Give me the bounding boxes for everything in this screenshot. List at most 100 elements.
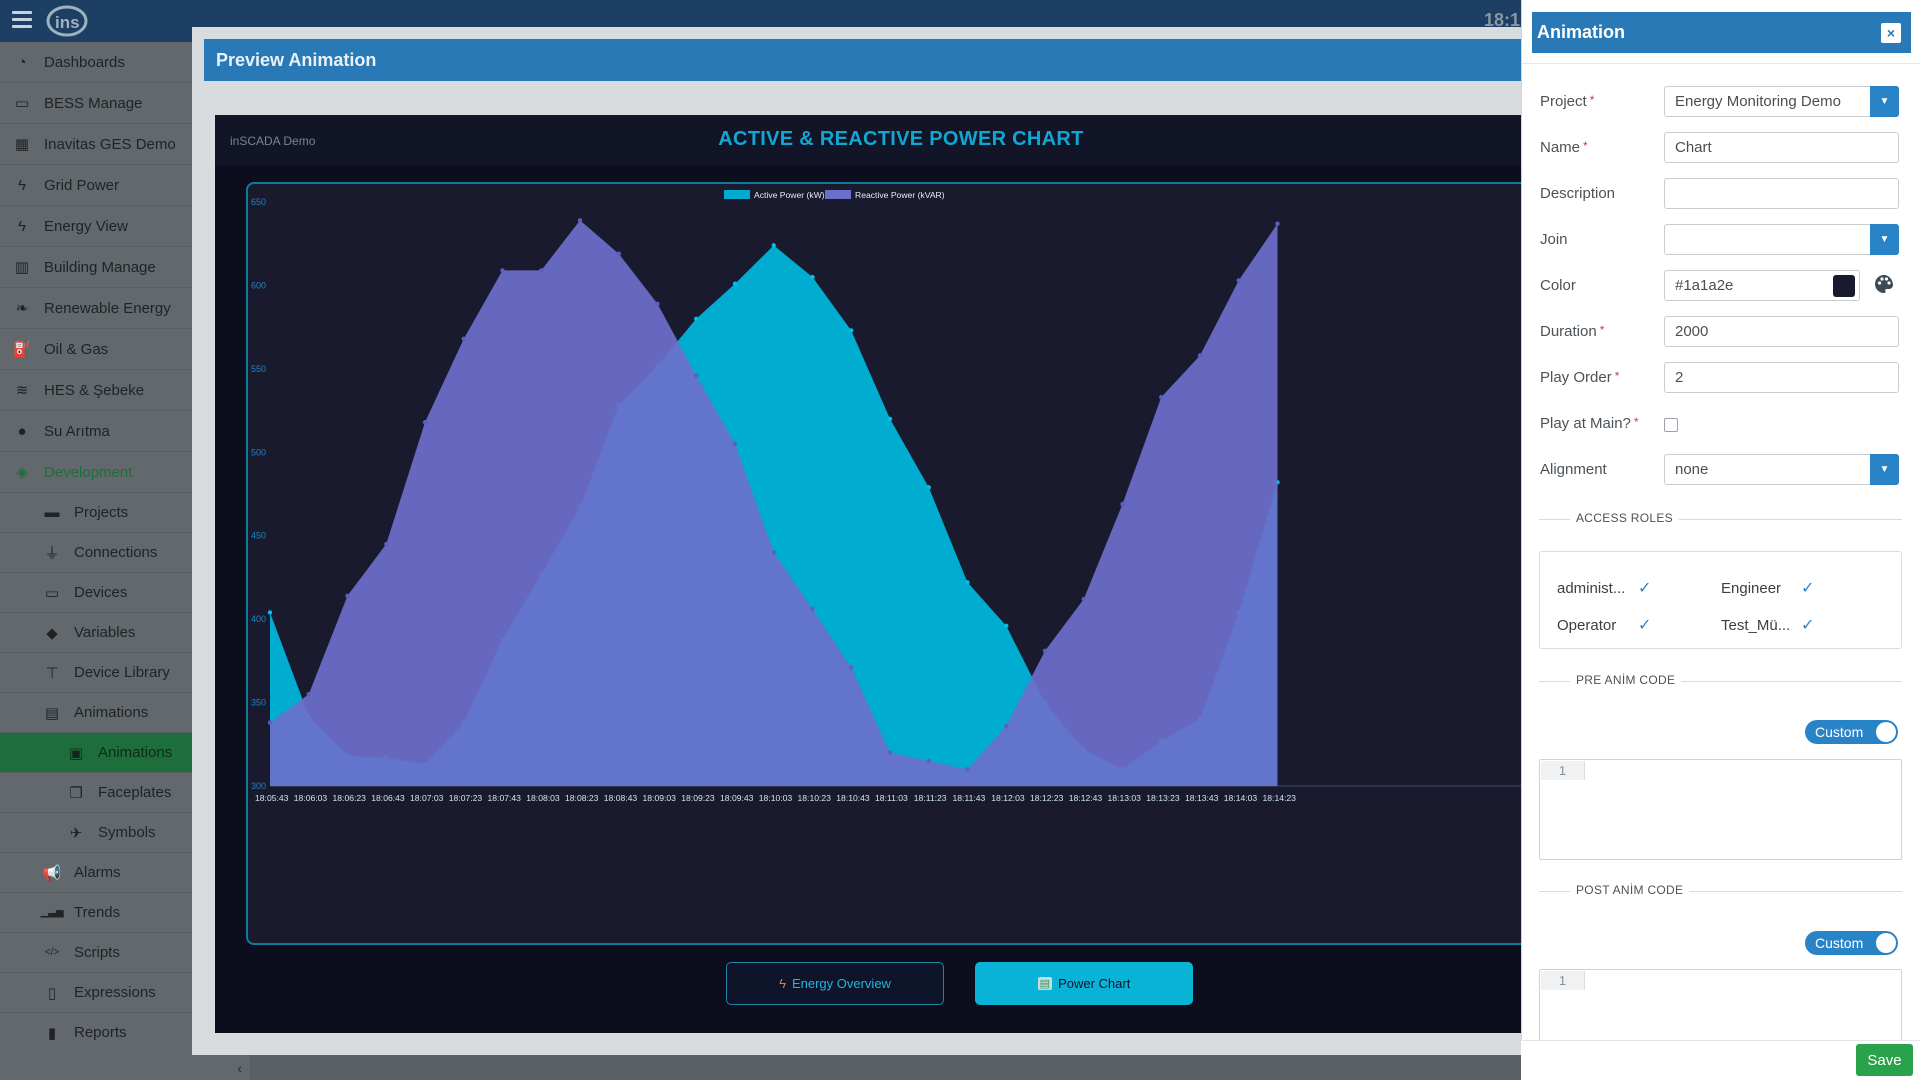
sidebar-item-grid-power[interactable]: ϟ Grid Power [0,165,192,206]
section-divider [1539,891,1902,892]
sidebar-item-su-ar-tma[interactable]: ● Su Arıtma [0,411,192,452]
sidebar-item-oil-gas[interactable]: ⛽ Oil & Gas [0,329,192,370]
legend-label: Reactive Power (kVAR) [855,190,945,200]
check-icon[interactable]: ✓ [1801,580,1815,597]
play-order-input[interactable]: 2 [1664,362,1899,393]
post-anim-code-editor[interactable]: 1 [1539,969,1902,1049]
play-at-main-checkbox[interactable] [1664,418,1678,432]
x-tick-label: 18:08:43 [604,793,638,803]
alignment-select[interactable]: none ▼ [1664,454,1899,485]
duration-input[interactable]: 2000 [1664,316,1899,347]
y-tick-label: 600 [251,280,266,290]
sidebar-item-reports[interactable]: ▮ Reports [0,1013,192,1053]
preview-modal: Preview Animation inSCADA Demo ACTIVE & … [192,27,1546,1055]
sidebar-item-devices[interactable]: ▭ Devices [0,573,192,613]
sidebar-item-alarms[interactable]: 📢 Alarms [0,853,192,893]
sidebar-item-trends[interactable]: ▁▃▅ Trends [0,893,192,933]
data-point [1042,648,1048,654]
sidebar-item-energy-view[interactable]: ϟ Energy View [0,206,192,247]
sidebar-item-development[interactable]: ◈ Development [0,452,192,493]
x-tick-label: 18:09:43 [720,793,754,803]
code-icon: </> [44,947,60,958]
sidebar-item-renewable-energy[interactable]: ❧ Renewable Energy [0,288,192,329]
sidebar-item-variables[interactable]: ◆ Variables [0,613,192,653]
sidebar-item-label: Connections [74,544,158,561]
data-point [422,420,428,425]
data-point [267,610,273,615]
data-point [849,665,854,670]
pre-anim-code-editor[interactable]: 1 [1539,759,1902,860]
sidebar-item-device-library[interactable]: ⊤ Device Library [0,653,192,693]
power-chart-button[interactable]: ▤ Power Chart [975,962,1193,1005]
sidebar-item-animations-active[interactable]: ▣ Animations [0,733,192,773]
name-label: Name * [1540,139,1588,156]
check-icon[interactable]: ✓ [1638,617,1652,634]
form-footer [1521,1040,1920,1080]
sidebar-item-expressions[interactable]: ▯ Expressions [0,973,192,1013]
sidebar-item-bess-manage[interactable]: ▭ BESS Manage [0,83,192,124]
x-tick-label: 18:10:43 [836,793,870,803]
sidebar-item-label: Dashboards [44,53,125,71]
menu-icon[interactable] [12,11,32,29]
sidebar-item-hes-ebeke[interactable]: ≋ HES & Şebeke [0,370,192,411]
helicopter-icon: ✈ [69,824,83,842]
data-point [926,485,931,490]
power-chart-label: Power Chart [1058,976,1131,991]
chevron-down-icon[interactable]: ▼ [1870,86,1899,117]
x-tick-label: 18:13:03 [1108,793,1142,803]
energy-overview-button[interactable]: ϟ Energy Overview [726,962,944,1005]
post-anim-custom-toggle[interactable]: Custom [1805,931,1898,955]
sidebar-item-label: Building Manage [44,258,156,276]
color-swatch[interactable] [1833,275,1855,297]
y-tick-label: 400 [251,614,266,624]
x-tick-label: 18:06:23 [333,793,367,803]
sidebar-item-building-manage[interactable]: ▥ Building Manage [0,247,192,288]
post-anim-code-title: POST ANİM CODE [1570,883,1690,897]
close-icon[interactable]: × [1881,23,1901,43]
data-point [965,767,970,772]
alignment-value: none [1675,461,1709,478]
chevron-down-icon[interactable]: ▼ [1870,224,1899,255]
name-input[interactable]: Chart [1664,132,1899,163]
project-select[interactable]: Energy Monitoring Demo ▼ [1664,86,1899,117]
section-divider [1539,519,1902,520]
x-tick-label: 18:07:03 [410,793,444,803]
pre-anim-code-title: PRE ANİM CODE [1570,673,1682,687]
pre-anim-custom-toggle[interactable]: Custom [1805,720,1898,744]
sidebar-item-animations[interactable]: ▤ Animations [0,693,192,733]
x-tick-label: 18:09:23 [681,793,715,803]
plug-icon: ⏚ [44,545,60,562]
data-point [1004,623,1009,629]
sidebar-item-inavitas-ges-demo[interactable]: ▦ Inavitas GES Demo [0,124,192,165]
y-tick-label: 450 [251,531,266,541]
save-button[interactable]: Save [1856,1044,1913,1076]
y-tick-label: 550 [251,364,266,374]
sitemap-icon: ⊤ [45,664,59,682]
y-tick-label: 350 [251,698,266,708]
sidebar-item-projects[interactable]: ▬ Projects [0,493,192,533]
app-logo[interactable]: ins [44,3,90,37]
data-point [345,593,350,598]
chevron-down-icon[interactable]: ▼ [1870,454,1899,485]
energy-overview-label: Energy Overview [791,976,891,991]
join-select[interactable]: ▼ [1664,224,1899,255]
check-icon[interactable]: ✓ [1801,617,1815,634]
data-point [732,281,738,286]
section-divider [1539,681,1902,682]
chevron-left-icon[interactable]: ‹ [237,1060,242,1076]
sidebar-item-connections[interactable]: ⏚ Connections [0,533,192,573]
sidebar-item-label: Inavitas GES Demo [44,135,176,153]
data-point [616,251,621,256]
sidebar-item-label: Animations [98,744,173,761]
chart-title: ACTIVE & REACTIVE POWER CHART [718,128,1084,150]
sidebar-item-dashboards[interactable]: ◔ Dashboards [0,42,192,83]
sidebar-item-scripts[interactable]: </> Scripts [0,933,192,973]
sidebar-item-symbols[interactable]: ✈ Symbols [0,813,192,853]
data-point [1081,596,1086,602]
palette-icon[interactable] [1873,273,1895,300]
color-input[interactable]: #1a1a2e [1664,270,1860,301]
check-icon[interactable]: ✓ [1638,580,1652,597]
legend-label: Active Power (kW) [754,190,825,200]
sidebar-item-faceplates[interactable]: ❐ Faceplates [0,773,192,813]
description-input[interactable] [1664,178,1899,209]
